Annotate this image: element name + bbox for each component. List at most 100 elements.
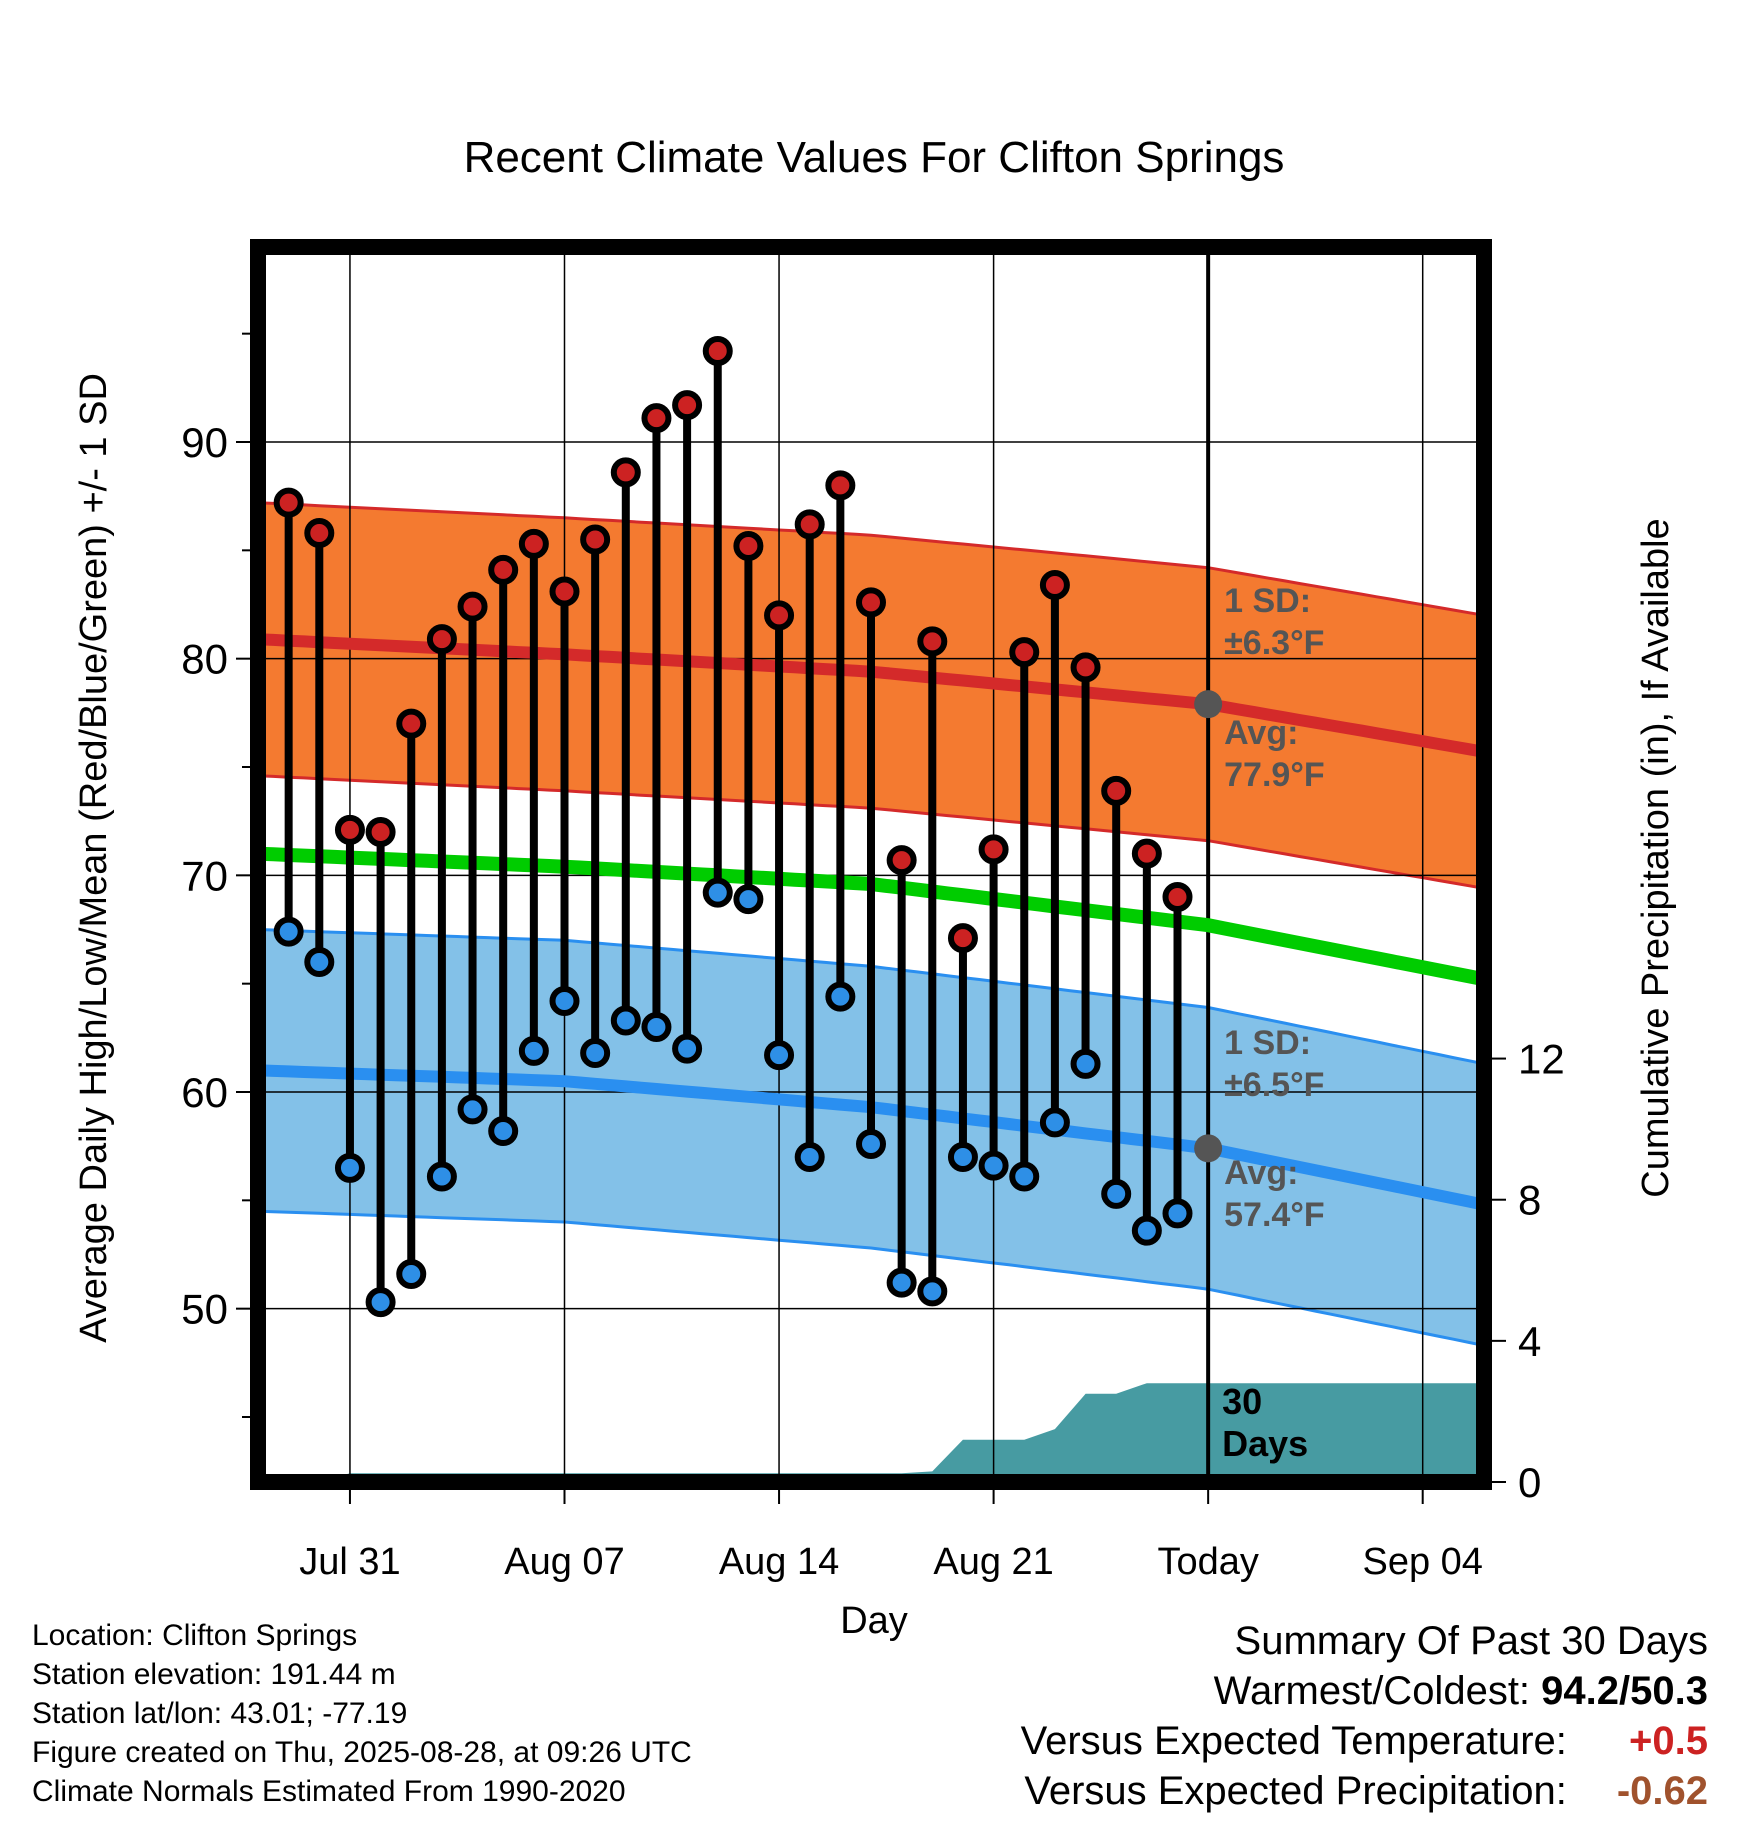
high-point xyxy=(733,531,764,561)
high-point xyxy=(825,470,856,501)
low-point xyxy=(365,1287,396,1318)
warm-cold-value: 94.2/50.3 xyxy=(1541,1669,1708,1713)
y-axis-label: Average Daily High/Low/Mean (Red/Blue/Gr… xyxy=(73,373,115,1343)
high-point xyxy=(672,390,703,421)
low-point xyxy=(396,1259,427,1289)
low-sd-value: ±6.5°F xyxy=(1224,1066,1324,1104)
low-point xyxy=(886,1267,917,1298)
temp-value: +0.5 xyxy=(1629,1719,1708,1763)
plot-area: 1 SD: ±6.3°F Avg: 77.9°F 1 SD: ±6.5°F Avg: 57.4… xyxy=(181,239,1565,1583)
low-sd-label: 1 SD: xyxy=(1224,1024,1311,1062)
elevation-text: Station elevation: 191.44 m xyxy=(32,1658,396,1691)
temp-row: Versus Expected Temperature: +0.5 xyxy=(1021,1716,1708,1766)
summary-title: Summary Of Past 30 Days xyxy=(1234,1619,1708,1663)
low-point xyxy=(917,1276,948,1307)
low-point xyxy=(580,1038,611,1068)
y2-tick-label: 8 xyxy=(1518,1177,1541,1224)
low-point xyxy=(610,1005,641,1036)
low-point xyxy=(794,1142,825,1172)
y-tick-label: 90 xyxy=(181,419,228,466)
high-point xyxy=(1070,652,1101,683)
high-point xyxy=(518,528,549,559)
plot-inner: 1 SD: ±6.3°F Avg: 77.9°F 1 SD: ±6.5°F Avg: 57.4… xyxy=(258,247,1484,1482)
y-tick-label: 70 xyxy=(181,852,228,899)
warm-cold-row: Warmest/Coldest: 94.2/50.3 xyxy=(1021,1666,1708,1716)
high-point xyxy=(457,591,488,622)
low-point xyxy=(426,1161,457,1192)
low-point xyxy=(1162,1198,1193,1229)
low-point xyxy=(978,1150,1009,1181)
low-point xyxy=(947,1142,978,1172)
y-tick-label: 60 xyxy=(181,1069,228,1116)
y2-tick-label: 12 xyxy=(1518,1036,1565,1083)
high-point xyxy=(917,626,948,657)
high-point xyxy=(1162,882,1193,912)
x-axis-label: Day xyxy=(840,1600,908,1642)
temp-label: Versus Expected Temperature: xyxy=(1020,1719,1567,1763)
precip-label: Versus Expected Precipitation: xyxy=(1024,1769,1567,1813)
high-avg-label: Avg: xyxy=(1224,714,1298,752)
high-point xyxy=(856,587,886,618)
high-point xyxy=(396,708,427,739)
location-text: Location: Clifton Springs xyxy=(32,1619,358,1652)
low-avg-value: 57.4°F xyxy=(1224,1196,1325,1234)
station-metadata: Location: Clifton Springs Station elevat… xyxy=(32,1616,692,1811)
low-point xyxy=(856,1129,886,1159)
y2-tick-label: 0 xyxy=(1518,1459,1541,1506)
high-point xyxy=(610,457,641,488)
low-point xyxy=(304,947,335,977)
low-point xyxy=(1070,1048,1101,1079)
today-high-marker xyxy=(1194,690,1223,719)
high-point xyxy=(886,845,917,876)
low-point xyxy=(764,1040,795,1071)
high-point xyxy=(365,817,396,847)
days-text-label: Days xyxy=(1222,1423,1308,1464)
high-point xyxy=(580,524,611,555)
x-tick-label: Aug 21 xyxy=(933,1541,1053,1583)
y-tick-label: 50 xyxy=(181,1286,228,1333)
high-sd-value: ±6.3°F xyxy=(1224,624,1324,662)
high-point xyxy=(702,336,733,366)
high-point xyxy=(641,403,672,434)
high-point xyxy=(1039,570,1070,600)
high-avg-value: 77.9°F xyxy=(1224,756,1325,794)
high-point xyxy=(334,814,365,845)
y-tick-label: 80 xyxy=(181,636,228,683)
high-point xyxy=(273,487,304,518)
latlon-text: Station lat/lon: 43.01; -77.19 xyxy=(32,1697,408,1730)
high-point xyxy=(1101,775,1132,806)
x-tick-label: Aug 07 xyxy=(504,1541,624,1583)
normals-text: Climate Normals Estimated From 1990-2020 xyxy=(32,1775,626,1808)
low-point xyxy=(457,1094,488,1125)
high-point xyxy=(794,509,825,540)
y2-axis-label: Cumulative Precipitation (in), If Availa… xyxy=(1635,518,1677,1197)
high-point xyxy=(304,518,335,548)
days-count-label: 30 xyxy=(1222,1381,1262,1422)
low-point xyxy=(518,1035,549,1066)
precip-row: Versus Expected Precipitation: -0.62 xyxy=(1021,1766,1708,1816)
low-point xyxy=(641,1012,672,1042)
low-point xyxy=(488,1116,519,1146)
x-tick-label: Aug 14 xyxy=(719,1541,839,1583)
high-point xyxy=(426,624,457,655)
low-point xyxy=(1101,1178,1132,1209)
low-avg-label: Avg: xyxy=(1224,1154,1298,1192)
high-sd-label: 1 SD: xyxy=(1224,582,1311,620)
low-point xyxy=(549,986,580,1016)
low-point xyxy=(1131,1215,1162,1246)
low-point xyxy=(334,1152,365,1183)
chart-title: Recent Climate Values For Clifton Spring… xyxy=(464,133,1285,182)
low-point xyxy=(733,884,764,915)
low-point xyxy=(672,1033,703,1064)
high-point xyxy=(1009,637,1040,668)
low-point xyxy=(702,877,733,908)
high-point xyxy=(488,554,519,585)
y2-tick-label: 4 xyxy=(1518,1318,1541,1365)
precip-value: -0.62 xyxy=(1616,1769,1708,1813)
high-point xyxy=(947,923,978,954)
today-low-marker xyxy=(1194,1134,1223,1163)
high-point xyxy=(549,576,580,607)
precip-area xyxy=(288,1383,1484,1482)
x-tick-label: Jul 31 xyxy=(299,1541,400,1583)
